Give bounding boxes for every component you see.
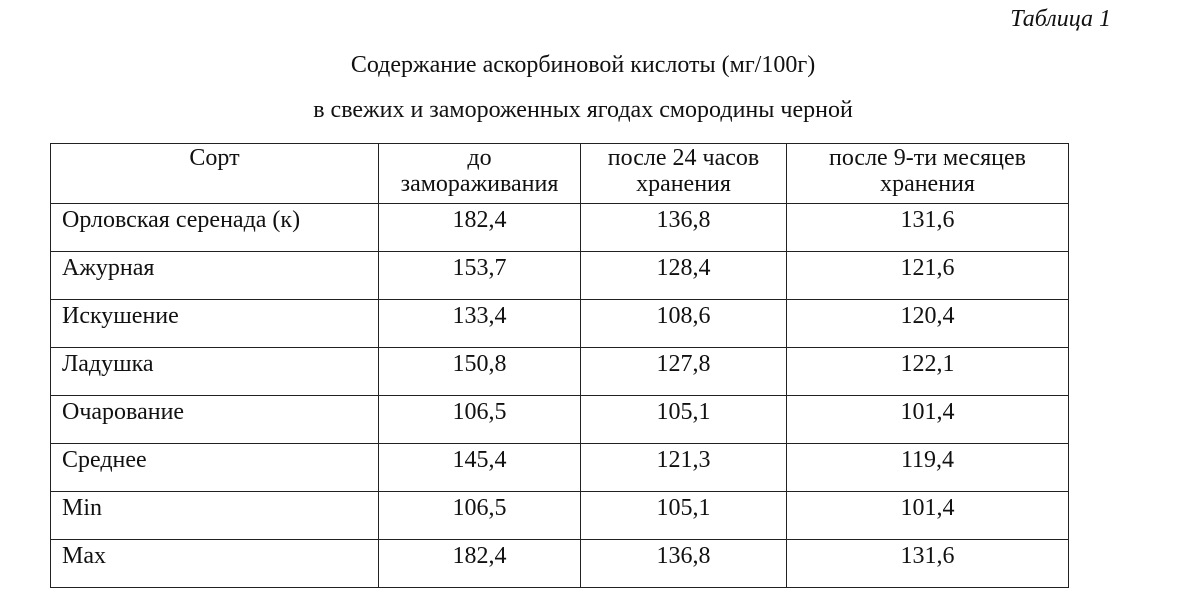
- ascorbic-acid-table: Сорт до замораживания после 24 часов хра…: [50, 143, 1069, 588]
- table-row: Max 182,4 136,8 131,6: [50, 539, 1069, 588]
- table-row: Ладушка 150,8 127,8 122,1: [50, 347, 1069, 396]
- cell-sort: Среднее: [50, 443, 379, 492]
- cell-before: 182,4: [378, 539, 581, 588]
- header-before-freezing: до замораживания: [378, 143, 581, 204]
- header-before-line-2: замораживания: [400, 171, 559, 197]
- table-row: Ажурная 153,7 128,4 121,6: [50, 251, 1069, 300]
- cell-sort: Искушение: [50, 299, 379, 348]
- header-after-24-hours: после 24 часов хранения: [580, 143, 787, 204]
- header-9m-line-1: после 9-ти месяцев: [828, 145, 1026, 171]
- table-title-line-2: в свежих и замороженных ягодах смородины…: [313, 97, 853, 123]
- cell-24h: 127,8: [580, 347, 787, 396]
- cell-9m: 131,6: [786, 203, 1069, 252]
- cell-sort: Ладушка: [50, 347, 379, 396]
- cell-9m: 120,4: [786, 299, 1069, 348]
- cell-sort: Max: [50, 539, 379, 588]
- header-24h-line-1: после 24 часов: [607, 145, 760, 171]
- cell-before: 106,5: [378, 395, 581, 444]
- cell-9m: 122,1: [786, 347, 1069, 396]
- header-row: Сорт до замораживания после 24 часов хра…: [50, 143, 1069, 204]
- cell-before: 133,4: [378, 299, 581, 348]
- cell-24h: 136,8: [580, 203, 787, 252]
- cell-24h: 128,4: [580, 251, 787, 300]
- cell-before: 106,5: [378, 491, 581, 540]
- cell-9m: 101,4: [786, 491, 1069, 540]
- table-number: Таблица 1: [1010, 6, 1111, 32]
- cell-before: 150,8: [378, 347, 581, 396]
- table-row: Искушение 133,4 108,6 120,4: [50, 299, 1069, 348]
- header-after-9-months: после 9-ти месяцев хранения: [786, 143, 1069, 204]
- cell-9m: 121,6: [786, 251, 1069, 300]
- table-row: Min 106,5 105,1 101,4: [50, 491, 1069, 540]
- cell-sort: Орловская серенада (к): [50, 203, 379, 252]
- cell-sort: Min: [50, 491, 379, 540]
- cell-9m: 119,4: [786, 443, 1069, 492]
- cell-before: 182,4: [378, 203, 581, 252]
- cell-24h: 121,3: [580, 443, 787, 492]
- cell-sort: Ажурная: [50, 251, 379, 300]
- table-title-line-1: Содержание аскорбиновой кислоты (мг/100г…: [350, 52, 816, 78]
- header-sort: Сорт: [50, 143, 379, 204]
- table-row: Очарование 106,5 105,1 101,4: [50, 395, 1069, 444]
- table-row: Орловская серенада (к) 182,4 136,8 131,6: [50, 203, 1069, 252]
- cell-before: 153,7: [378, 251, 581, 300]
- header-9m-line-2: хранения: [880, 171, 975, 197]
- cell-24h: 105,1: [580, 491, 787, 540]
- cell-sort: Очарование: [50, 395, 379, 444]
- table-row: Среднее 145,4 121,3 119,4: [50, 443, 1069, 492]
- header-sort-label: Сорт: [189, 145, 240, 171]
- cell-24h: 105,1: [580, 395, 787, 444]
- cell-24h: 108,6: [580, 299, 787, 348]
- cell-9m: 131,6: [786, 539, 1069, 588]
- header-before-line-1: до: [467, 145, 492, 171]
- header-24h-line-2: хранения: [636, 171, 731, 197]
- cell-9m: 101,4: [786, 395, 1069, 444]
- cell-24h: 136,8: [580, 539, 787, 588]
- cell-before: 145,4: [378, 443, 581, 492]
